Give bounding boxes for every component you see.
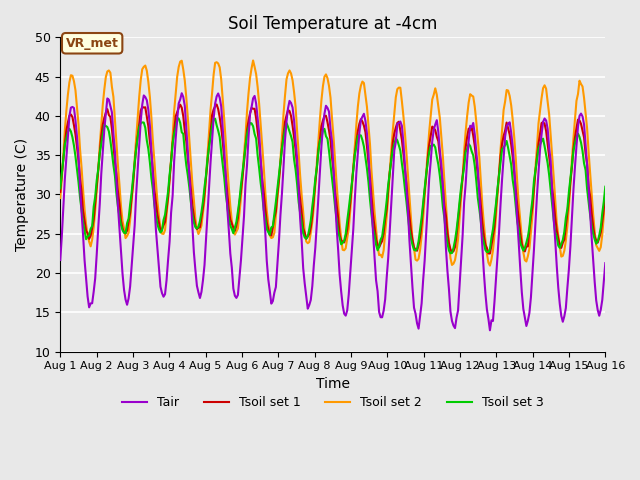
Title: Soil Temperature at -4cm: Soil Temperature at -4cm: [228, 15, 438, 33]
Tsoil set 3: [220, 175, 228, 180]
Tsoil set 2: [296, 173, 304, 179]
Tair: [248, 104, 255, 110]
Tsoil set 2: [237, 195, 244, 201]
Tsoil set 3: [574, 131, 582, 136]
Tsoil set 1: [239, 174, 246, 180]
Tsoil set 1: [248, 105, 255, 111]
Tsoil set 3: [296, 210, 304, 216]
Y-axis label: Temperature (C): Temperature (C): [15, 138, 29, 251]
X-axis label: Time: Time: [316, 377, 350, 391]
Tsoil set 3: [56, 186, 64, 192]
Tair: [56, 257, 64, 263]
Tsoil set 1: [296, 197, 304, 203]
Tsoil set 3: [173, 115, 181, 121]
Legend: Tair, Tsoil set 1, Tsoil set 2, Tsoil set 3: Tair, Tsoil set 1, Tsoil set 2, Tsoil se…: [116, 391, 549, 414]
Tsoil set 2: [486, 263, 494, 268]
Tsoil set 1: [213, 102, 221, 108]
Tair: [602, 260, 609, 266]
Tsoil set 1: [56, 189, 64, 195]
Tsoil set 1: [220, 156, 228, 162]
Tsoil set 2: [124, 233, 131, 239]
Tsoil set 1: [574, 117, 582, 122]
Tsoil set 2: [56, 195, 64, 201]
Tsoil set 3: [602, 184, 609, 190]
Tsoil set 2: [249, 58, 257, 63]
Line: Tair: Tair: [60, 93, 605, 330]
Tsoil set 1: [602, 190, 609, 196]
Tair: [486, 327, 494, 333]
Tair: [178, 90, 186, 96]
Tsoil set 1: [124, 228, 131, 233]
Tsoil set 3: [447, 251, 454, 256]
Line: Tsoil set 1: Tsoil set 1: [60, 105, 605, 253]
Line: Tsoil set 2: Tsoil set 2: [60, 60, 605, 265]
Tair: [296, 216, 304, 222]
Tsoil set 2: [574, 91, 582, 97]
Tsoil set 2: [602, 194, 609, 200]
Tsoil set 3: [248, 120, 255, 126]
Tsoil set 2: [246, 75, 254, 81]
Tsoil set 3: [124, 220, 131, 226]
Tsoil set 1: [486, 251, 494, 256]
Tsoil set 2: [219, 96, 227, 102]
Tsoil set 3: [239, 170, 246, 176]
Tair: [239, 235, 246, 241]
Text: VR_met: VR_met: [66, 37, 118, 50]
Tair: [124, 302, 131, 308]
Line: Tsoil set 3: Tsoil set 3: [60, 118, 605, 253]
Tair: [220, 148, 228, 154]
Tair: [574, 124, 582, 130]
